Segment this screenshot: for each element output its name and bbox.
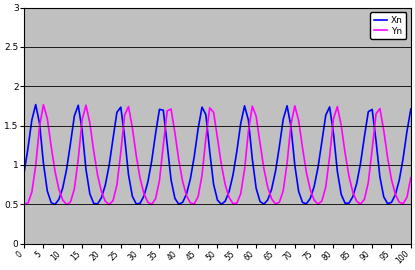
Xn: [207, 150, 212, 153]
Xn: [408, 107, 413, 111]
Yn: [300, 146, 305, 150]
Yn: [41, 103, 46, 106]
Yn: [126, 105, 131, 108]
Line: Xn: Xn: [24, 104, 411, 204]
Xn: [56, 198, 61, 201]
Xn: [53, 203, 58, 206]
Yn: [207, 106, 212, 110]
Xn: [320, 140, 325, 143]
Legend: Xn, Yn: Xn, Yn: [370, 12, 406, 39]
Xn: [261, 202, 266, 206]
Yn: [408, 176, 413, 179]
Yn: [53, 170, 58, 173]
Xn: [22, 171, 27, 174]
Line: Yn: Yn: [24, 105, 411, 205]
Yn: [107, 203, 112, 206]
Yn: [22, 203, 27, 206]
Xn: [300, 201, 305, 204]
Yn: [320, 199, 325, 202]
Yn: [261, 167, 266, 170]
Xn: [126, 173, 131, 177]
Xn: [33, 103, 38, 106]
